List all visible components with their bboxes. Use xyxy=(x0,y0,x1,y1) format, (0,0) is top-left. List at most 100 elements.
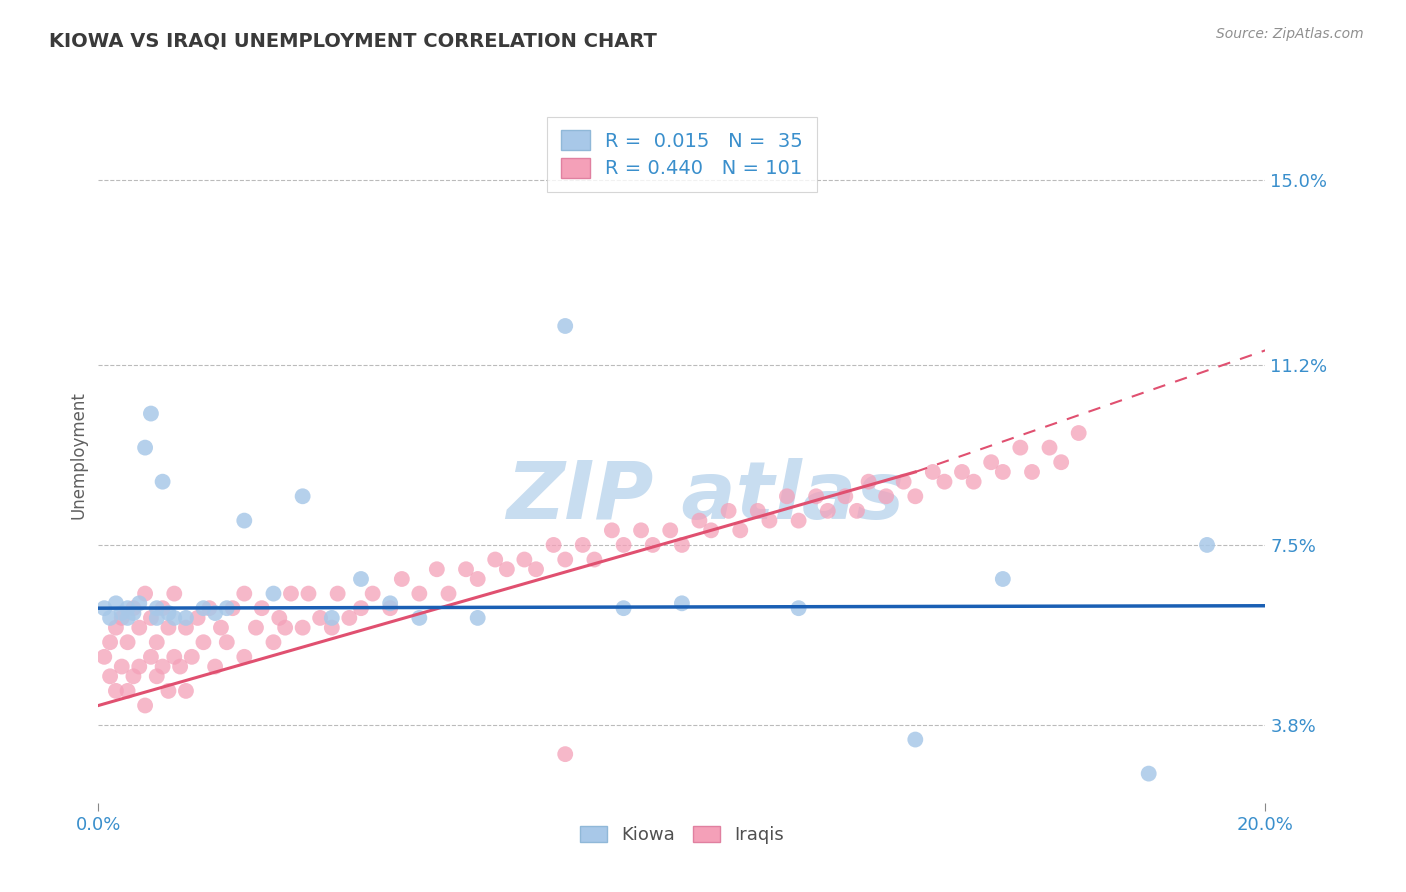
Point xyxy=(111,659,134,673)
Point xyxy=(1050,455,1073,469)
Point xyxy=(98,611,121,625)
Point xyxy=(134,698,156,713)
Point xyxy=(583,552,606,566)
Point xyxy=(700,524,723,538)
Point xyxy=(630,524,652,538)
Point xyxy=(671,538,693,552)
Point xyxy=(817,504,839,518)
Point xyxy=(671,596,693,610)
Point xyxy=(641,538,664,552)
Point xyxy=(221,601,243,615)
Point xyxy=(380,596,402,610)
Point xyxy=(513,552,536,566)
Point xyxy=(134,441,156,455)
Point xyxy=(1137,766,1160,780)
Point xyxy=(122,601,145,615)
Point xyxy=(233,649,256,664)
Text: Source: ZipAtlas.com: Source: ZipAtlas.com xyxy=(1216,27,1364,41)
Point xyxy=(180,649,202,664)
Point xyxy=(437,586,460,600)
Point xyxy=(484,552,506,566)
Point xyxy=(152,659,174,673)
Point xyxy=(245,621,267,635)
Point xyxy=(262,635,284,649)
Point xyxy=(543,538,565,552)
Point xyxy=(804,489,827,503)
Point xyxy=(554,552,576,566)
Point xyxy=(717,504,740,518)
Point xyxy=(350,601,373,615)
Point xyxy=(291,621,314,635)
Text: ZIP atlas: ZIP atlas xyxy=(506,458,904,536)
Point xyxy=(262,586,284,600)
Point xyxy=(111,606,134,620)
Point xyxy=(139,649,162,664)
Point xyxy=(280,586,302,600)
Point xyxy=(104,684,127,698)
Point xyxy=(93,649,115,664)
Point xyxy=(98,635,121,649)
Point xyxy=(776,489,799,503)
Point xyxy=(269,611,291,625)
Y-axis label: Unemployment: Unemployment xyxy=(69,391,87,519)
Point xyxy=(600,524,623,538)
Point xyxy=(309,611,332,625)
Point xyxy=(215,601,238,615)
Point xyxy=(454,562,477,576)
Point xyxy=(139,407,162,421)
Point xyxy=(747,504,769,518)
Point xyxy=(391,572,413,586)
Point xyxy=(134,586,156,600)
Point xyxy=(1021,465,1043,479)
Point xyxy=(163,586,186,600)
Point xyxy=(122,669,145,683)
Point xyxy=(350,572,373,586)
Point xyxy=(233,586,256,600)
Point xyxy=(274,621,297,635)
Text: KIOWA VS IRAQI UNEMPLOYMENT CORRELATION CHART: KIOWA VS IRAQI UNEMPLOYMENT CORRELATION … xyxy=(49,31,657,50)
Point xyxy=(250,601,273,615)
Point xyxy=(688,514,710,528)
Point xyxy=(152,475,174,489)
Point xyxy=(408,586,430,600)
Point xyxy=(496,562,519,576)
Point xyxy=(209,621,232,635)
Point xyxy=(921,465,943,479)
Point xyxy=(1195,538,1218,552)
Point xyxy=(117,611,139,625)
Point xyxy=(962,475,984,489)
Point xyxy=(193,601,215,615)
Point xyxy=(467,572,489,586)
Point xyxy=(787,514,810,528)
Point xyxy=(139,611,162,625)
Point xyxy=(875,489,897,503)
Point xyxy=(467,611,489,625)
Point xyxy=(157,621,180,635)
Point xyxy=(1038,441,1060,455)
Point xyxy=(291,489,314,503)
Point xyxy=(730,524,752,538)
Point xyxy=(1067,425,1090,440)
Point xyxy=(612,538,634,552)
Point xyxy=(321,611,343,625)
Point xyxy=(146,669,169,683)
Point xyxy=(152,601,174,615)
Point xyxy=(111,611,134,625)
Point xyxy=(904,732,927,747)
Point xyxy=(571,538,593,552)
Point xyxy=(117,635,139,649)
Point xyxy=(858,475,880,489)
Point xyxy=(204,606,226,620)
Point xyxy=(612,601,634,615)
Point xyxy=(408,611,430,625)
Point xyxy=(187,611,209,625)
Point xyxy=(321,621,343,635)
Point xyxy=(104,596,127,610)
Point xyxy=(326,586,349,600)
Point xyxy=(337,611,360,625)
Point xyxy=(122,606,145,620)
Point xyxy=(380,601,402,615)
Point xyxy=(169,659,191,673)
Point xyxy=(297,586,319,600)
Point xyxy=(198,601,221,615)
